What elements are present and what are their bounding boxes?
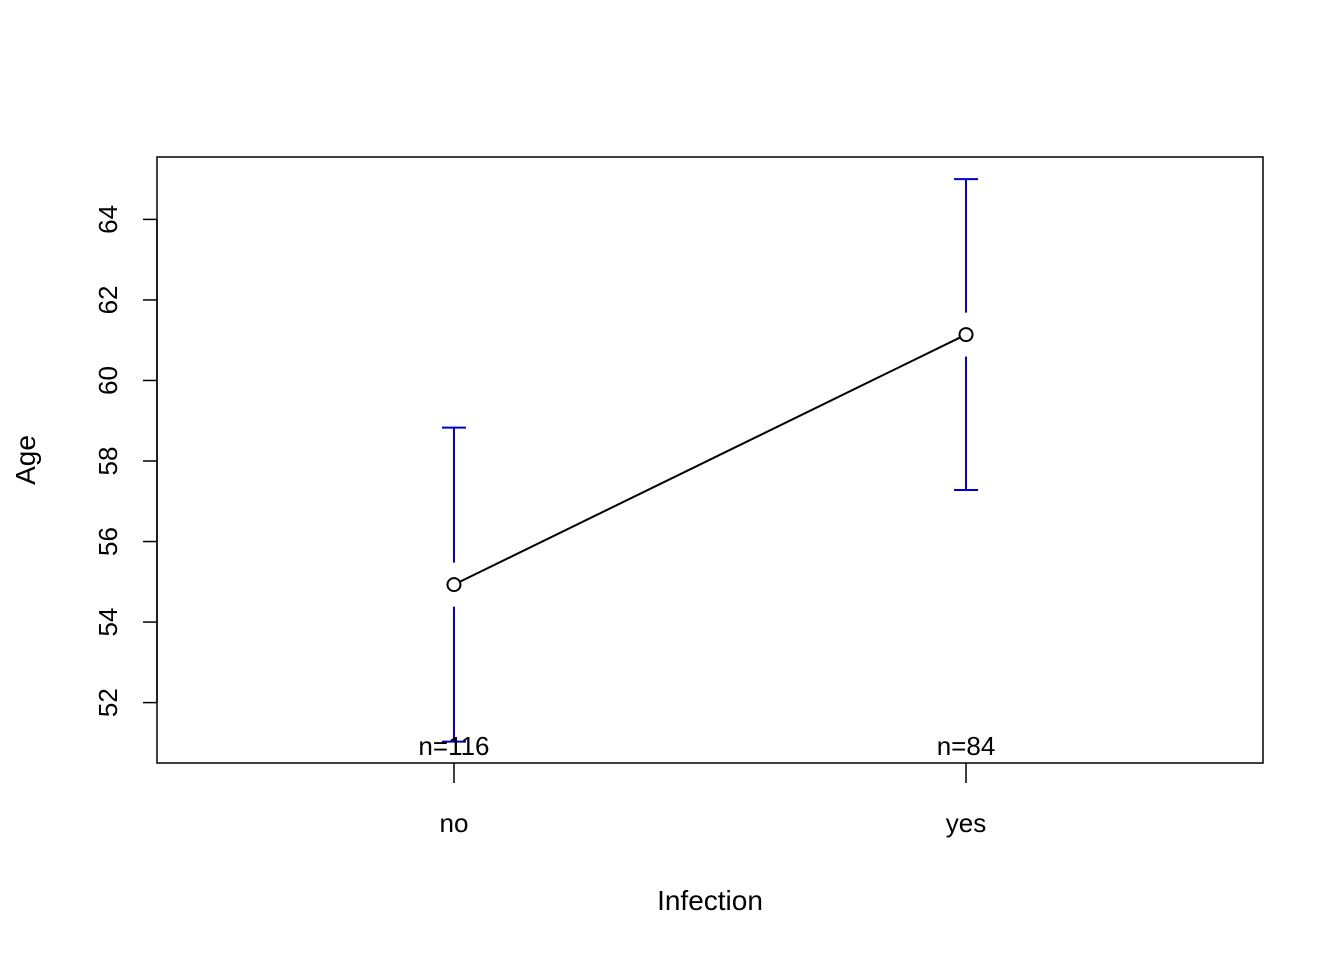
error-bars bbox=[441, 178, 979, 743]
y-axis-title: Age bbox=[10, 435, 41, 485]
y-tick-label: 56 bbox=[93, 527, 123, 556]
mean-series bbox=[446, 327, 974, 593]
mean-point bbox=[446, 577, 462, 593]
y-tick-label: 52 bbox=[93, 688, 123, 717]
y-tick-label: 58 bbox=[93, 447, 123, 476]
x-tick-label: yes bbox=[946, 808, 986, 838]
x-axis-title: Infection bbox=[657, 885, 763, 916]
y-tick-label: 64 bbox=[93, 205, 123, 234]
y-tick-label: 60 bbox=[93, 366, 123, 395]
x-tick-label: no bbox=[440, 808, 469, 838]
y-tick-label: 54 bbox=[93, 608, 123, 637]
x-axis: no yes bbox=[440, 763, 986, 838]
y-axis: 52 54 56 58 60 62 64 bbox=[93, 205, 158, 717]
y-tick-label: 62 bbox=[93, 285, 123, 314]
mean-line-segment bbox=[459, 336, 961, 583]
n-labels: n=116 n=84 bbox=[418, 731, 995, 761]
sample-size-label: n=116 bbox=[418, 731, 489, 761]
sample-size-label: n=84 bbox=[937, 731, 996, 761]
mean-point bbox=[958, 327, 974, 343]
